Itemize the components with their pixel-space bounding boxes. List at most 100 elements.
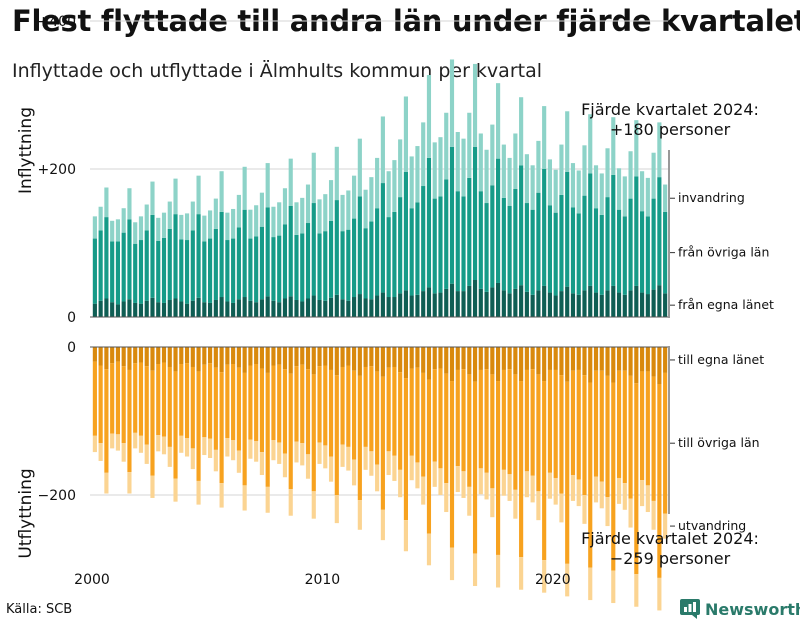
bar-out-segment [115, 434, 120, 451]
bar-in-segment [513, 288, 518, 317]
bar-out-segment [254, 364, 259, 441]
bar-in-segment [605, 197, 610, 291]
bar-in-segment [259, 226, 264, 300]
bar-out-segment [323, 445, 328, 469]
bar-out-segment [294, 366, 299, 442]
bar-in-segment [559, 144, 564, 195]
bar-in-segment [542, 169, 547, 286]
bar-in-segment [156, 240, 161, 303]
bar-out-segment [375, 371, 380, 465]
bar-out-segment [213, 367, 218, 450]
bar-out-segment [357, 500, 362, 530]
bar-out-segment [559, 493, 564, 523]
bar-in-segment [588, 114, 593, 174]
bar-out-segment [438, 368, 443, 469]
bar-out-segment [542, 381, 547, 561]
bar-in-segment [184, 240, 190, 304]
bar-in-segment [363, 298, 368, 317]
bar-out-segment [340, 347, 345, 367]
bar-out-segment [156, 364, 161, 436]
bar-in-segment [547, 205, 552, 293]
bar-out-segment [640, 347, 645, 372]
bar-in-segment [576, 170, 581, 214]
bar-in-segment [582, 145, 587, 196]
bar-out-segment [259, 368, 264, 453]
bar-in-segment [115, 304, 120, 317]
bar-in-segment [570, 207, 576, 294]
bar-in-segment [611, 117, 616, 175]
bar-in-segment [121, 208, 126, 233]
bar-out-segment [161, 347, 167, 363]
bar-in-segment [490, 185, 495, 288]
bar-out-segment [305, 369, 311, 455]
bar-in-segment [415, 202, 420, 295]
bar-out-segment [616, 347, 622, 371]
bar-out-segment [340, 366, 345, 445]
bar-in-segment [225, 240, 230, 302]
bar-in-segment [519, 97, 524, 166]
bar-out-segment [248, 439, 253, 459]
bar-in-segment [242, 166, 247, 210]
bar-out-segment [472, 553, 478, 587]
bar-in-segment [507, 293, 512, 317]
bar-in-segment [375, 208, 380, 296]
bar-out-segment [138, 435, 144, 453]
bar-in-segment [426, 287, 432, 317]
bar-out-segment [622, 483, 627, 510]
bar-out-segment [484, 347, 489, 370]
bar-in-segment [288, 296, 293, 317]
bar-out-segment [461, 471, 466, 498]
bar-in-segment [392, 160, 397, 212]
bar-out-segment [219, 483, 224, 508]
bar-out-segment [616, 477, 622, 504]
bar-out-segment [121, 443, 126, 462]
annotation-bottom-line1: Fjärde kvartalet 2024: [581, 529, 759, 548]
bar-out-segment [449, 381, 455, 548]
bar-out-segment [432, 347, 437, 370]
bar-out-segment [236, 347, 241, 368]
bar-out-segment [421, 476, 426, 505]
bar-in-segment [213, 198, 218, 229]
bar-in-segment [173, 178, 178, 215]
brand-logo: Newsworthy [680, 599, 800, 619]
bar-out-segment [663, 513, 668, 539]
bar-out-segment [156, 347, 161, 365]
bar-in-segment [593, 208, 599, 293]
bar-out-segment [582, 375, 587, 495]
bar-out-segment [236, 450, 241, 473]
y-tick-label-top: 0 [67, 310, 76, 326]
bar-out-segment [317, 347, 322, 367]
bar-in-segment [334, 294, 339, 317]
bar-out-segment [380, 347, 385, 377]
bar-in-segment [294, 299, 299, 317]
bar-in-segment [265, 163, 270, 208]
bar-in-segment [110, 220, 115, 242]
bar-in-segment [651, 152, 656, 199]
bar-in-segment [438, 137, 443, 197]
bar-in-segment [363, 189, 368, 229]
bar-out-segment [375, 464, 380, 492]
bar-out-segment [363, 347, 368, 367]
bar-out-segment [98, 443, 103, 461]
bar-out-segment [282, 347, 288, 370]
bar-in-segment [565, 111, 570, 172]
bar-out-segment [92, 435, 97, 453]
bar-out-segment [651, 500, 656, 530]
bar-out-segment [513, 489, 518, 519]
bar-in-segment [634, 285, 639, 317]
bar-out-segment [357, 375, 362, 501]
bar-out-segment [496, 347, 501, 382]
series-label-out: utvandring [678, 518, 746, 533]
bar-in-segment [167, 299, 172, 317]
bar-out-segment [645, 371, 650, 486]
bar-in-segment [323, 300, 328, 317]
bar-out-segment [225, 364, 230, 439]
bar-in-segment [196, 175, 201, 215]
bar-in-segment [455, 291, 460, 317]
bar-in-segment [622, 294, 627, 317]
bar-in-segment [144, 300, 149, 317]
bar-out-segment [426, 379, 432, 534]
bar-out-segment [605, 347, 610, 376]
bar-out-segment [231, 364, 236, 441]
bar-out-segment [622, 347, 627, 371]
